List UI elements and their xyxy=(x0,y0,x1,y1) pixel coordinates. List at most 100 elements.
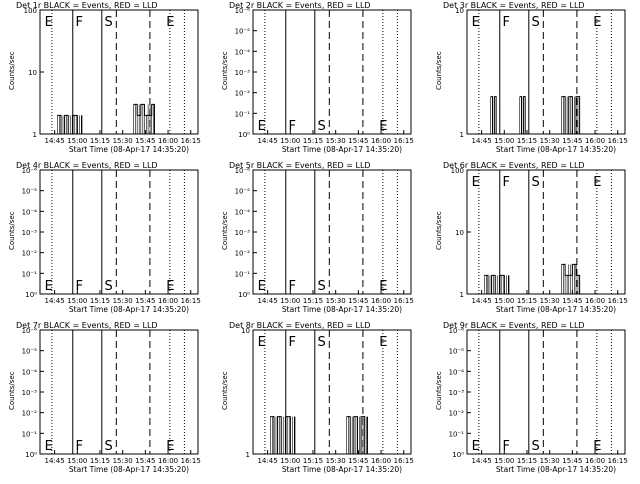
x-tick-label: 15:45 xyxy=(562,137,582,145)
y-tick-label: 10⁻⁴ xyxy=(449,368,465,376)
y-tick-label: 10⁻⁵ xyxy=(22,348,38,356)
panel-5: Det 5r BLACK = Events, RED = LLD Counts/s… xyxy=(221,161,414,314)
y-tick-label: 10⁻⁵ xyxy=(449,348,465,356)
event-letter: F xyxy=(288,279,295,294)
x-tick-label: 15:00 xyxy=(494,297,514,305)
y-tick-label: 10⁻² xyxy=(235,90,251,98)
x-tick-label: 15:30 xyxy=(113,457,133,465)
x-tick-label: 15:00 xyxy=(67,297,87,305)
y-tick-label: 10⁻² xyxy=(22,250,38,258)
y-tick-label: 10⁻¹ xyxy=(235,110,251,118)
y-tick-label: 10⁻¹ xyxy=(22,430,38,438)
event-letter: S xyxy=(532,175,540,190)
x-tick-label: 15:30 xyxy=(326,297,346,305)
x-tick-label: 15:00 xyxy=(494,137,514,145)
y-tick-label: 10⁻³ xyxy=(22,229,38,237)
x-tick-label: 16:15 xyxy=(181,137,201,145)
panel-title: Det 7r BLACK = Events, RED = LLD xyxy=(16,321,158,330)
x-tick-label: 15:00 xyxy=(280,297,300,305)
x-tick-label: 16:15 xyxy=(608,297,628,305)
y-tick-label: 10⁻¹ xyxy=(22,270,38,278)
y-tick-label: 1 xyxy=(33,131,37,139)
event-letter: E xyxy=(258,279,266,294)
y-axis-label: Counts/sec xyxy=(435,371,443,410)
x-tick-label: 15:30 xyxy=(326,137,346,145)
panel-6: Det 6r BLACK = Events, RED = LLD Counts/s… xyxy=(435,161,628,314)
y-tick-label: 10⁰ xyxy=(452,451,464,459)
event-letter: E xyxy=(166,15,174,30)
plot-frame xyxy=(39,169,199,295)
event-letter: E xyxy=(593,439,601,454)
x-tick-label: 15:30 xyxy=(540,137,560,145)
y-tick-label: 10⁻³ xyxy=(235,229,251,237)
x-axis-label: Start Time (08-Apr-17 14:35:20) xyxy=(496,145,616,154)
x-tick-label: 15:00 xyxy=(494,457,514,465)
y-tick-label: 10⁻³ xyxy=(22,389,38,397)
x-tick-label: 16:15 xyxy=(181,457,201,465)
x-tick-label: 16:15 xyxy=(181,297,201,305)
event-letter: S xyxy=(105,439,113,454)
x-tick-label: 16:15 xyxy=(394,297,414,305)
x-tick-label: 16:00 xyxy=(371,457,391,465)
y-tick-label: 10⁻⁴ xyxy=(22,368,38,376)
panel-7: Det 7r BLACK = Events, RED = LLD Counts/s… xyxy=(8,321,201,474)
panel-2: Det 2r BLACK = Events, RED = LLD Counts/s… xyxy=(221,1,414,154)
y-tick-label: 10⁻² xyxy=(449,410,465,418)
x-tick-label: 14:45 xyxy=(472,457,492,465)
y-tick-label: 10⁰ xyxy=(25,451,37,459)
x-tick-label: 15:45 xyxy=(135,457,155,465)
y-tick-label: 10⁻² xyxy=(235,250,251,258)
event-letter: F xyxy=(502,15,509,30)
plot-frame xyxy=(252,169,412,295)
x-tick-label: 15:15 xyxy=(90,137,110,145)
y-tick-label: 10⁻¹ xyxy=(449,430,465,438)
x-tick-label: 15:30 xyxy=(113,137,133,145)
event-letter: E xyxy=(472,439,480,454)
x-tick-label: 15:45 xyxy=(135,297,155,305)
y-tick-label: 10⁻⁴ xyxy=(235,208,251,216)
event-letter: S xyxy=(318,119,326,134)
panel-3: Det 3r BLACK = Events, RED = LLD Counts/s… xyxy=(435,1,628,154)
x-tick-label: 15:00 xyxy=(280,457,300,465)
x-tick-label: 15:15 xyxy=(517,457,537,465)
event-letter: S xyxy=(318,279,326,294)
y-tick-label: 1 xyxy=(460,131,464,139)
x-axis-label: Start Time (08-Apr-17 14:35:20) xyxy=(69,145,189,154)
panel-9: Det 9r BLACK = Events, RED = LLD Counts/s… xyxy=(435,321,628,474)
x-tick-label: 15:00 xyxy=(67,457,87,465)
x-tick-label: 15:15 xyxy=(303,297,323,305)
event-letter: E xyxy=(472,15,480,30)
y-tick-label: 100 xyxy=(24,7,37,15)
panel-title: Det 6r BLACK = Events, RED = LLD xyxy=(443,161,585,170)
x-axis-label: Start Time (08-Apr-17 14:35:20) xyxy=(282,145,402,154)
y-tick-label: 10⁻⁴ xyxy=(235,48,251,56)
panel-title: Det 5r BLACK = Events, RED = LLD xyxy=(229,161,371,170)
panel-4: Det 4r BLACK = Events, RED = LLD Counts/s… xyxy=(8,161,201,314)
y-tick-label: 10⁻⁵ xyxy=(22,188,38,196)
x-tick-label: 15:30 xyxy=(540,297,560,305)
x-tick-label: 15:15 xyxy=(303,137,323,145)
x-tick-label: 15:30 xyxy=(540,457,560,465)
y-tick-label: 10⁻⁶ xyxy=(235,7,251,15)
plot-frame xyxy=(466,9,626,135)
plot-frame xyxy=(466,329,626,455)
y-axis-label: Counts/sec xyxy=(221,211,229,250)
x-axis-label: Start Time (08-Apr-17 14:35:20) xyxy=(282,305,402,314)
event-letter: E xyxy=(166,439,174,454)
x-tick-label: 16:00 xyxy=(158,137,178,145)
y-axis-label: Counts/sec xyxy=(435,51,443,90)
plot-frame xyxy=(252,329,412,455)
event-letter: E xyxy=(258,335,266,350)
y-tick-label: 10⁰ xyxy=(238,131,250,139)
x-tick-label: 15:15 xyxy=(517,137,537,145)
x-tick-label: 15:15 xyxy=(90,297,110,305)
y-tick-label: 10⁻¹ xyxy=(235,270,251,278)
plot-frame xyxy=(252,9,412,135)
panel-title: Det 2r BLACK = Events, RED = LLD xyxy=(229,1,371,10)
event-letter: S xyxy=(105,279,113,294)
panel-title: Det 3r BLACK = Events, RED = LLD xyxy=(443,1,585,10)
event-letter: E xyxy=(593,15,601,30)
x-tick-label: 16:00 xyxy=(158,297,178,305)
x-axis-label: Start Time (08-Apr-17 14:35:20) xyxy=(69,305,189,314)
